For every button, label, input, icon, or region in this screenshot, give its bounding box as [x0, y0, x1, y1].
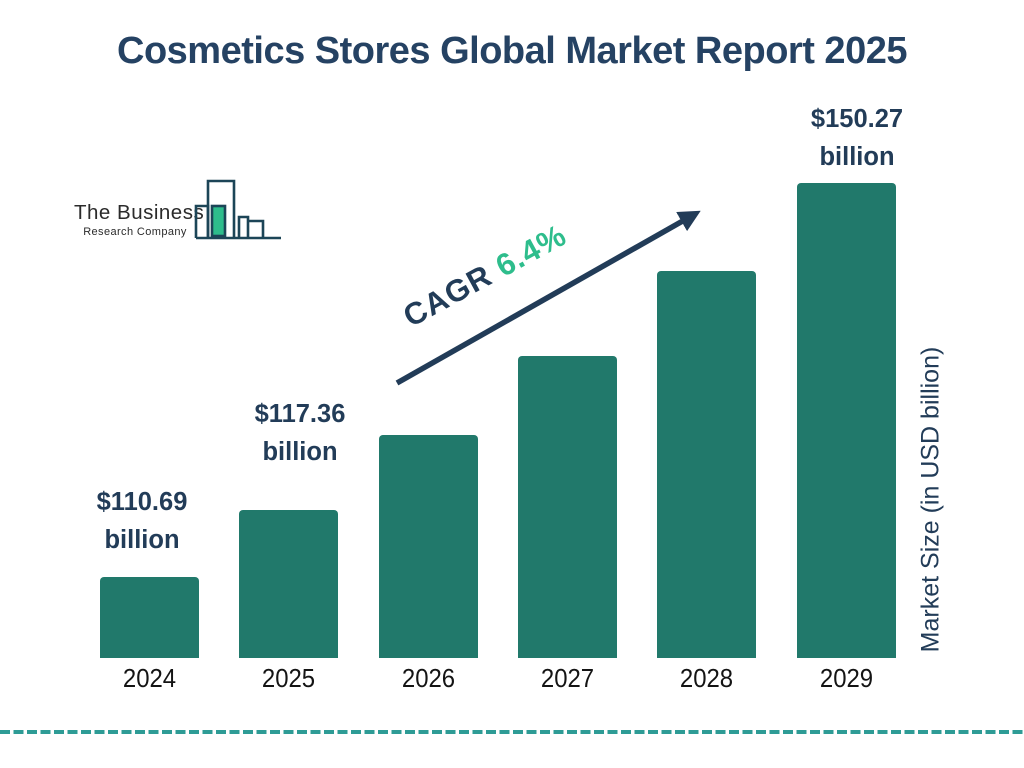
- x-axis-label-2028: 2028: [679, 663, 734, 693]
- logo-subtitle-text: Research Company: [83, 226, 187, 238]
- value-label-2024: $110.69 billion: [32, 483, 252, 559]
- bar-2026: [379, 435, 478, 658]
- value-label-2025: $117.36 billion: [190, 395, 410, 471]
- bar-2029: [797, 183, 896, 658]
- bar-2025: [239, 510, 338, 658]
- x-axis-label-2024: 2024: [122, 663, 177, 693]
- bottom-dashed-divider: [0, 730, 1024, 734]
- bar-2024: [100, 577, 199, 658]
- bar-2028: [657, 271, 756, 658]
- x-axis-label-2026: 2026: [401, 663, 456, 693]
- y-axis-title: Market Size (in USD billion): [916, 346, 945, 653]
- x-axis-label-2025: 2025: [261, 663, 316, 693]
- value-amount: $110.69: [96, 488, 188, 516]
- page-title: Cosmetics Stores Global Market Report 20…: [117, 30, 907, 72]
- value-amount: $117.36: [254, 400, 346, 428]
- bar-2027: [518, 356, 617, 658]
- x-axis-label-2027: 2027: [540, 663, 595, 693]
- company-logo: The Business Research Company: [74, 201, 205, 238]
- logo-name-text: The Business: [74, 201, 205, 224]
- value-unit: billion: [819, 143, 895, 171]
- logo-bar-chart-icon: [194, 179, 281, 240]
- x-axis-label-2029: 2029: [819, 663, 874, 693]
- value-unit: billion: [104, 526, 180, 554]
- value-unit: billion: [262, 438, 338, 466]
- value-label-2029: $150.27 billion: [747, 100, 967, 176]
- value-amount: $150.27: [810, 105, 904, 133]
